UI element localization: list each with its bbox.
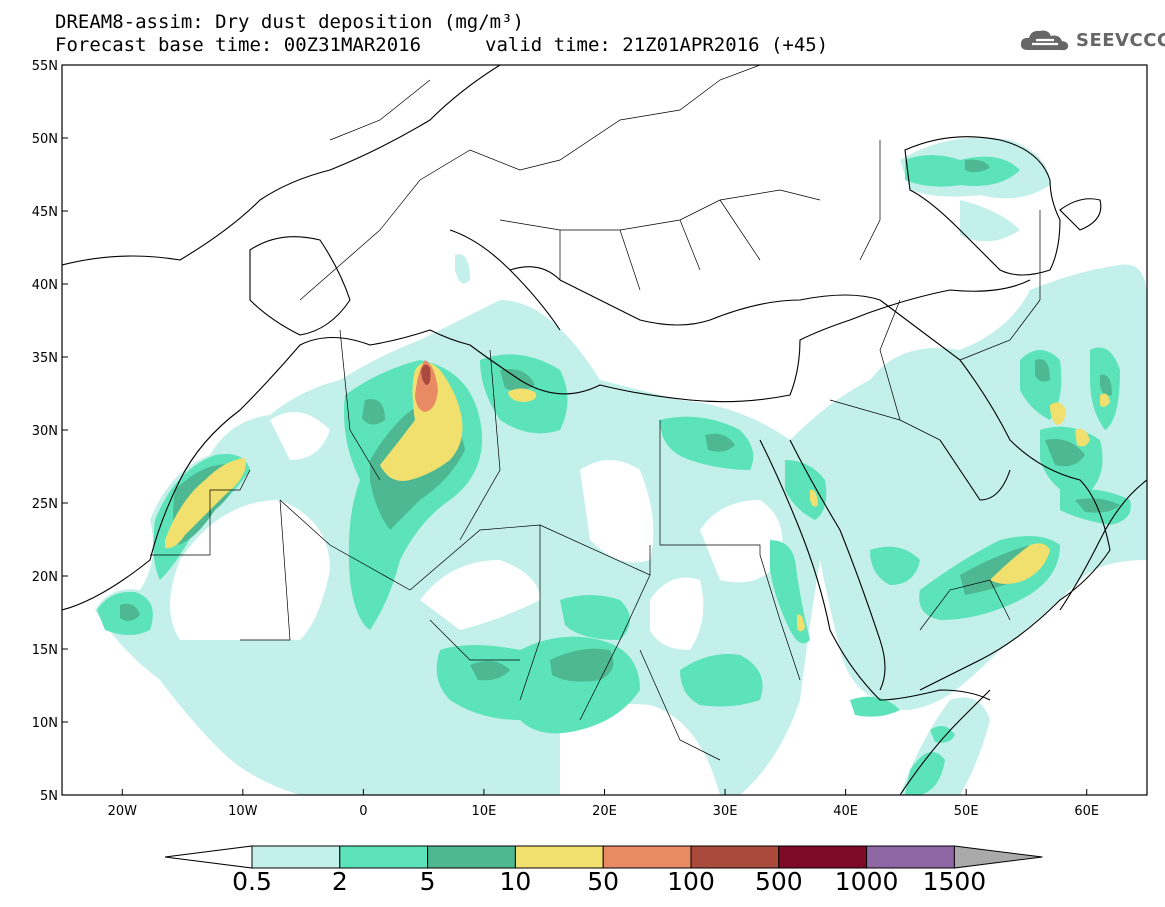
cloud-icon (1020, 30, 1069, 51)
colorbar-swatch (866, 845, 955, 869)
deposition-band-50 (415, 360, 438, 412)
lon-tick-label: 0 (359, 804, 367, 819)
logo-text: SEEVCCC (1076, 29, 1165, 51)
lon-tick-label: 20W (108, 804, 138, 819)
colorbar-label: 500 (754, 867, 803, 896)
colorbar-swatch (778, 845, 868, 869)
lat-tick-label: 30N (32, 424, 58, 439)
colorbar-over-triangle (953, 845, 1043, 869)
forecast-base-time: Forecast base time: 00Z31MAR2016 (55, 34, 422, 56)
seevccc-logo: SEEVCCC (1018, 25, 1165, 55)
colorbar-label: 0.5 (232, 867, 272, 896)
lat-tick-label: 50N (32, 132, 58, 147)
lat-tick-label: 45N (32, 205, 58, 220)
lat-tick-label: 20N (32, 570, 58, 585)
colorbar-label: 5 (419, 867, 436, 896)
colorbar-label: 100 (667, 867, 715, 896)
lat-tick-label: 40N (32, 278, 58, 293)
colorbar-swatch (251, 845, 341, 869)
lat-tick-label: 35N (32, 351, 58, 366)
lat-tick-label: 55N (32, 59, 58, 74)
deposition-band-100 (421, 364, 431, 385)
lon-tick-label: 60E (1074, 804, 1099, 819)
colorbar-swatch (514, 845, 604, 869)
country-borders (150, 65, 1041, 761)
deposition-band-10 (165, 362, 1110, 632)
lon-tick-label: 20E (592, 804, 617, 819)
lat-tick-label: 25N (32, 497, 58, 512)
deposition-field (95, 137, 1147, 795)
colorbar (164, 845, 1043, 869)
lon-tick-label: 30E (713, 804, 738, 819)
valid-time: valid time: 21Z01APR2016 (+45) (485, 34, 829, 56)
map-title: DREAM8-assim: Dry dust deposition (mg/m³… (55, 11, 524, 33)
lat-tick-label: 15N (32, 643, 58, 658)
lon-axis: 20W 10W 0 10E 20E 30E 40E 50E 60E (108, 789, 1099, 819)
lat-tick-label: 5N (40, 789, 58, 804)
colorbar-under-triangle (164, 845, 253, 869)
colorbar-label: 1500 (922, 867, 987, 896)
colorbar-label: 50 (587, 867, 620, 896)
lon-tick-label: 50E (954, 804, 979, 819)
colorbar-swatch (690, 845, 780, 869)
lon-tick-label: 10W (228, 804, 258, 819)
lat-tick-label: 10N (32, 716, 58, 731)
coastlines (62, 65, 1147, 795)
colorbar-label: 2 (331, 867, 348, 896)
colorbar-swatch (427, 845, 516, 869)
colorbar-swatch (602, 845, 692, 869)
colorbar-label: 1000 (834, 867, 899, 896)
colorbar-swatch (339, 845, 429, 869)
lon-tick-label: 40E (833, 804, 858, 819)
colorbar-label: 10 (499, 867, 532, 896)
lon-tick-label: 10E (472, 804, 497, 819)
lat-axis: 55N 50N 45N 40N 35N 30N 25N 20N 15N 10N 5N (32, 59, 68, 804)
